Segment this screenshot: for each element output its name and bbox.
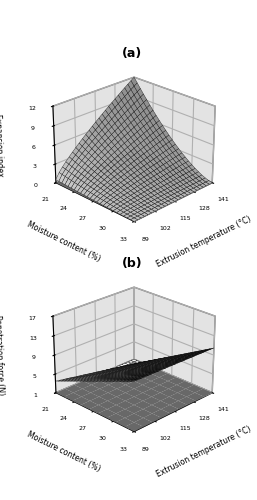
X-axis label: Extrusion temperature (°C): Extrusion temperature (°C) — [155, 425, 253, 480]
Title: (b): (b) — [121, 257, 142, 270]
X-axis label: Extrusion temperature (°C): Extrusion temperature (°C) — [155, 215, 253, 270]
Y-axis label: Moisture content (%): Moisture content (%) — [26, 220, 102, 264]
Title: (a): (a) — [122, 47, 142, 60]
Y-axis label: Moisture content (%): Moisture content (%) — [26, 430, 102, 474]
